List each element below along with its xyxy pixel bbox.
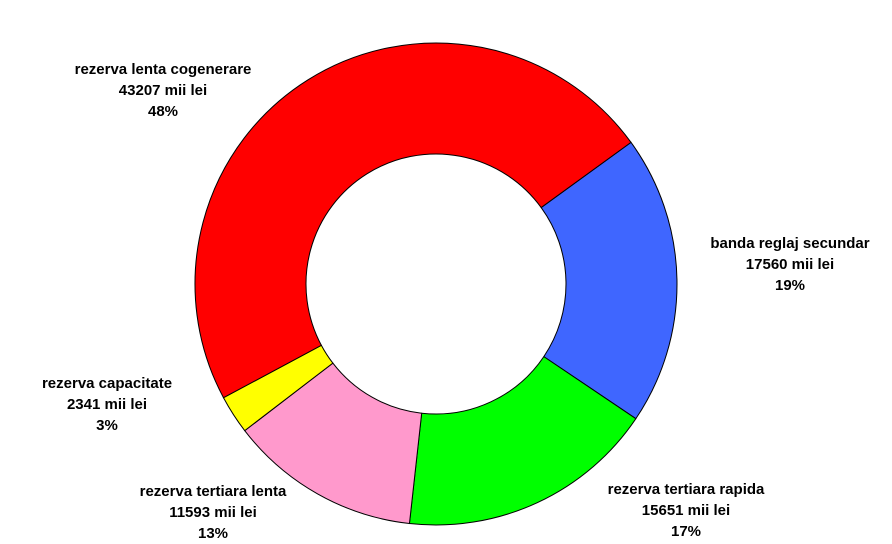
percent-label: 13% [198,525,228,542]
value-label: 2341 mii lei [67,396,147,413]
value-label: 15651 mii lei [642,502,730,519]
percent-label: 48% [148,103,178,120]
value-label: 43207 mii lei [119,82,207,99]
percent-label: 3% [96,417,118,434]
value-label: 11593 mii lei [169,504,257,521]
slice-label: rezerva lenta cogenerare [75,61,252,78]
donut-slice [194,42,632,399]
value-label: 17560 mii lei [746,256,834,273]
donut-slice [408,355,637,526]
percent-label: 17% [671,523,701,540]
slice-label: rezerva tertiara lenta [140,483,287,500]
slice-label: banda reglaj secundar [710,235,869,252]
slice-label: rezerva tertiara rapida [608,481,765,498]
donut-slice [540,141,678,420]
slice-label: rezerva capacitate [42,375,172,392]
percent-label: 19% [775,277,805,294]
